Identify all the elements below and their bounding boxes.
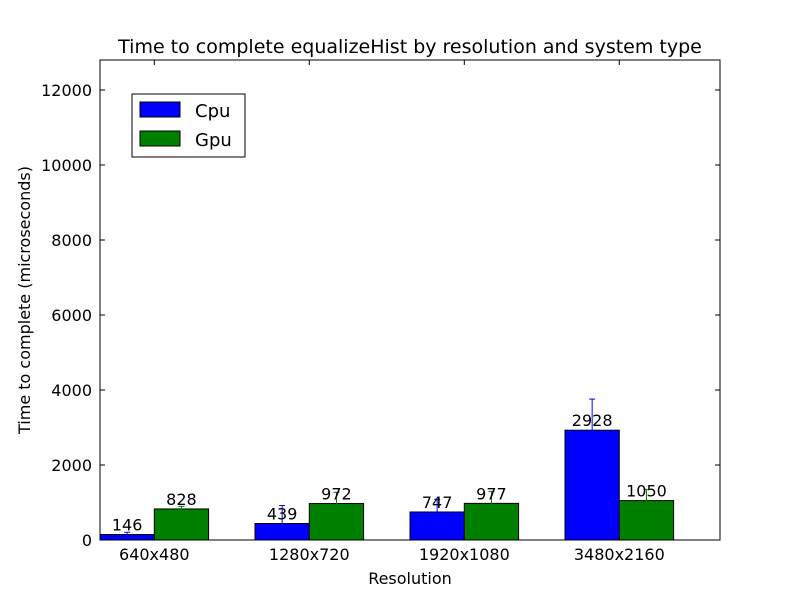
y-tick-label: 6000: [51, 306, 92, 325]
bar-value-label: 1050: [626, 482, 667, 501]
bar-gpu-640x480: [153, 508, 210, 541]
legend-swatch-gpu: [139, 130, 181, 147]
plot-frame: [99, 59, 721, 541]
bar-value-label: 972: [321, 485, 352, 504]
x-tick-label: 640x480: [119, 545, 190, 564]
legend-swatch-cpu: [139, 101, 181, 118]
y-tick-label: 0: [82, 531, 92, 550]
bar-value-label: 747: [422, 493, 453, 512]
chart-title: Time to complete equalizeHist by resolut…: [117, 36, 702, 58]
x-axis-title: Resolution: [368, 569, 452, 588]
legend-label-cpu: Cpu: [195, 101, 230, 122]
y-tick-label: 4000: [51, 381, 92, 400]
bar-value-label: 828: [166, 490, 197, 509]
legend-label-gpu: Gpu: [195, 130, 232, 151]
legend: Cpu Gpu: [131, 93, 246, 158]
bar-value-label: 439: [267, 505, 298, 524]
y-axis-title: Time to complete (microseconds): [15, 166, 34, 435]
x-tick-label: 1920x1080: [419, 545, 510, 564]
bar-value-label: 977: [476, 484, 507, 503]
y-tick-label: 10000: [41, 156, 92, 175]
y-tick-label: 12000: [41, 81, 92, 100]
y-tick-label: 8000: [51, 231, 92, 250]
bar-value-label: 2928: [572, 411, 613, 430]
x-tick-label: 3480x2160: [574, 545, 665, 564]
bar-value-label: 146: [112, 516, 143, 535]
x-tick-label: 1280x720: [269, 545, 350, 564]
y-tick-label: 2000: [51, 456, 92, 475]
